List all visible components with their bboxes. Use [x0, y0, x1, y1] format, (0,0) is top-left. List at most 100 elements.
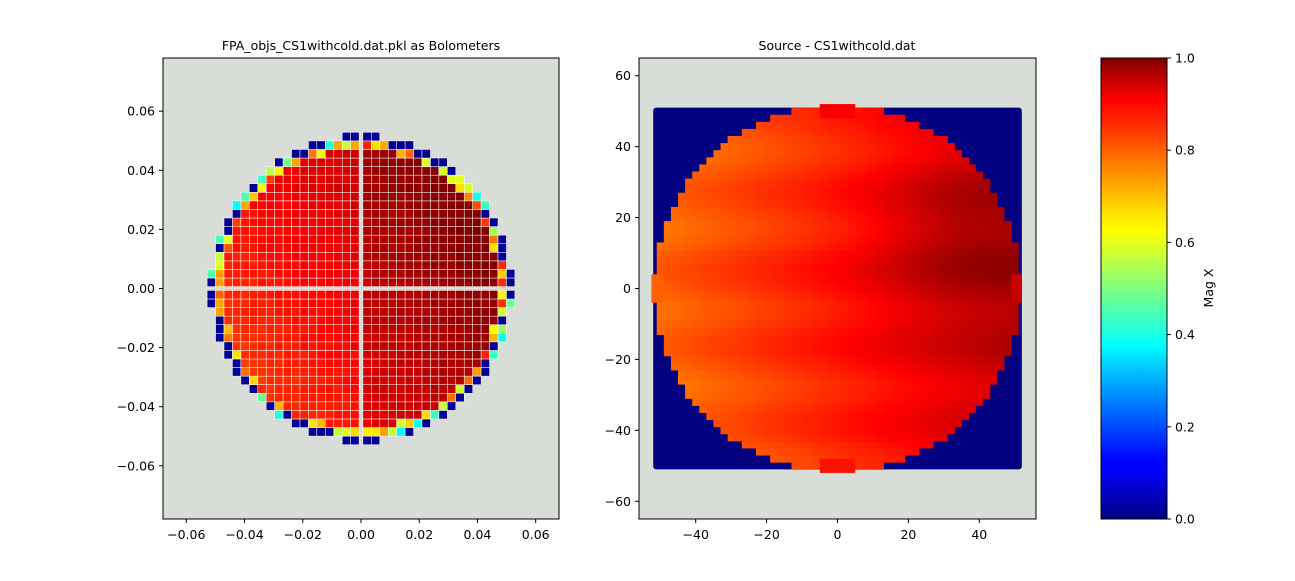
source-cell: [947, 299, 955, 307]
bolometer-pixel: [396, 367, 406, 377]
source-cell: [770, 426, 778, 435]
bolometer-pixel: [447, 401, 457, 411]
source-cell: [663, 256, 672, 265]
source-cell: [926, 391, 934, 399]
bolometer-pixel: [291, 217, 301, 227]
source-cell: [833, 426, 842, 435]
source-cell: [819, 242, 828, 250]
source-cell: [876, 405, 884, 414]
source-cell: [855, 341, 863, 350]
bolometer-pixel: [396, 307, 406, 317]
source-cell: [997, 334, 1005, 343]
source-cell: [677, 199, 686, 208]
source-cell: [770, 235, 778, 243]
bolometer-pixel: [489, 315, 499, 325]
bolometer-pixel: [265, 401, 275, 411]
bolometer-pixel: [257, 192, 267, 202]
source-cell: [748, 199, 757, 208]
source-cell: [897, 284, 906, 293]
source-cell: [947, 185, 955, 194]
source-cell: [997, 221, 1005, 229]
bolometer-pixel: [413, 367, 423, 377]
source-cell: [975, 313, 984, 321]
bolometer-pixel: [404, 290, 414, 300]
source-cell: [890, 299, 899, 307]
bolometer-pixel: [362, 393, 372, 403]
source-cell: [805, 292, 814, 300]
bolometer-pixel: [489, 226, 499, 236]
source-cell: [798, 448, 806, 456]
source-cell: [812, 256, 821, 265]
source-cell: [982, 313, 991, 321]
source-cell: [805, 221, 814, 229]
y-tick-label: 20: [615, 210, 631, 225]
bolometer-pixel: [463, 367, 473, 377]
source-cell: [720, 206, 729, 215]
source-cell: [713, 164, 721, 172]
source-cell: [784, 157, 792, 165]
bolometer-pixel: [274, 393, 284, 403]
colorbar-tick-label: 0.0: [1175, 512, 1195, 527]
bolometer-pixel: [379, 410, 389, 420]
source-cell: [763, 292, 771, 300]
bolometer-pixel: [232, 217, 242, 227]
bolometer-pixel: [223, 298, 233, 308]
bolometer-pixel: [497, 252, 507, 262]
bolometer-pixel: [480, 350, 490, 360]
source-cell: [841, 228, 849, 236]
x-tick-label: 0.02: [405, 527, 433, 542]
source-cell: [777, 292, 785, 300]
source-cell: [940, 433, 948, 442]
source-cell: [677, 214, 686, 222]
bolometer-pixel: [463, 192, 473, 202]
source-cell: [911, 448, 920, 456]
bolometer-pixel: [387, 200, 397, 210]
source-cell: [777, 448, 785, 456]
bolometer-pixel: [413, 315, 423, 325]
bolometer-pixel: [274, 401, 284, 411]
source-cell: [975, 341, 984, 350]
source-cell: [961, 334, 970, 343]
source-cell: [699, 299, 707, 307]
source-cell: [720, 412, 729, 421]
colorbar-tick-label: 0.4: [1175, 327, 1195, 342]
source-cell: [919, 164, 927, 172]
bolometer-pixel: [291, 401, 301, 411]
bolometer-pixel: [362, 410, 372, 420]
source-cell: [812, 178, 821, 187]
source-cell: [755, 370, 764, 378]
source-cell: [904, 391, 913, 399]
bolometer-pixel: [413, 375, 423, 385]
source-cell: [819, 362, 828, 371]
source-cell: [954, 171, 962, 179]
bolometer-pixel: [299, 260, 309, 270]
source-cell: [663, 327, 672, 335]
source-cell: [848, 114, 856, 123]
bolometer-pixel: [299, 375, 309, 385]
bolometer-pixel: [413, 290, 423, 300]
bolometer-pixel: [472, 333, 482, 343]
bolometer-pixel: [463, 341, 473, 351]
source-cell: [727, 178, 736, 187]
bolometer-pixel: [497, 269, 507, 279]
source-cell: [663, 228, 672, 236]
bolometer-pixel: [447, 209, 457, 219]
source-cell: [727, 419, 736, 428]
source-cell: [975, 277, 984, 286]
bolometer-pixel: [350, 367, 360, 377]
source-cell: [897, 128, 906, 137]
bolometer-pixel: [463, 324, 473, 334]
source-cell: [706, 214, 714, 222]
source-cell: [833, 242, 842, 250]
bolometer-pixel: [333, 217, 343, 227]
bolometer-pixel: [489, 307, 499, 317]
bolometer-title: FPA_objs_CS1withcold.dat.pkl as Bolomete…: [222, 38, 500, 53]
bolometer-pixel: [371, 324, 381, 334]
bolometer-pixel: [299, 418, 309, 428]
source-cell: [699, 199, 707, 208]
bolometer-pixel: [223, 260, 233, 270]
source-cell: [919, 313, 927, 321]
bolometer-pixel: [371, 298, 381, 308]
source-cell: [706, 405, 714, 414]
source-cell: [812, 355, 821, 364]
